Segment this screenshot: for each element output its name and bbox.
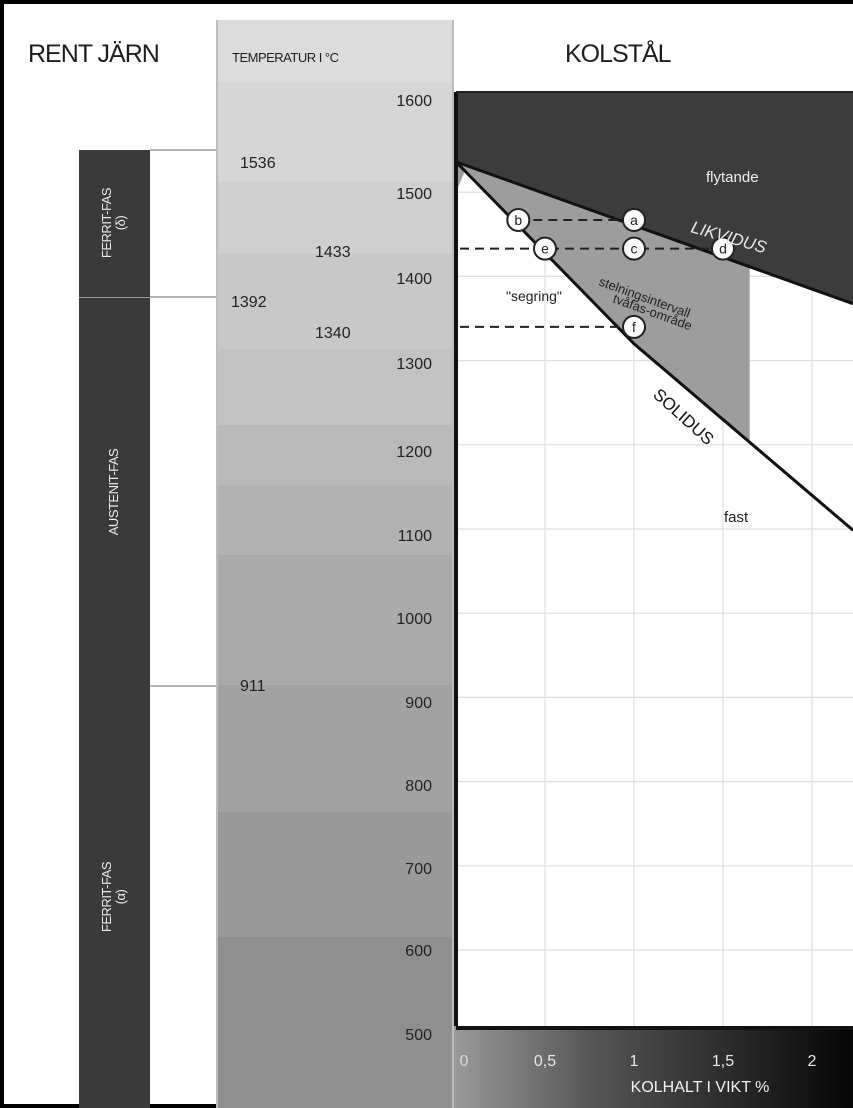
x-tick-2: 1 [630,1053,639,1070]
tick-1500: 1500 [396,186,432,203]
temperature-column: TEMPERATUR I °C [216,20,454,1108]
point-label-d: d [719,241,727,257]
ferrite-alpha-bar: FERRIT-FAS (α) [79,686,150,1108]
point-1536: 1536 [240,155,276,172]
x-axis-label: KOLHALT I VIKT % [631,1079,770,1096]
x-tick-0: 0 [460,1053,469,1070]
point-label-f: f [632,319,636,335]
point-d: d [711,236,735,261]
two-phase-region [456,161,750,443]
pure-iron-heading: RENT JÄRN [28,40,160,68]
chart-x-axis: 0 0,5 1 1,5 2 KOLHALT I VIKT % [454,91,853,1108]
point-label-a: a [630,212,638,228]
point-label-c: c [631,241,638,257]
point-marker-d [711,236,735,261]
temperature-gradient [218,20,452,1108]
tick-1600: 1600 [396,93,432,110]
label-segregation: "segring" [506,288,562,304]
chart-points: a b c d e f [506,207,735,339]
tick-1100: 1100 [397,528,432,545]
tick-1000: 1000 [396,611,432,628]
point-1433: 1433 [315,244,351,261]
austenite-bar: AUSTENIT-FAS [79,297,150,688]
point-f: f [622,314,646,339]
tick-1300: 1300 [396,356,432,373]
chart-regions [456,92,853,443]
tick-1200: 1200 [396,444,432,461]
x-tick-4: 2 [808,1053,817,1070]
x-tick-3: 1,5 [712,1053,734,1070]
tick-1400: 1400 [396,271,432,288]
point-911: 911 [240,678,266,695]
point-marker-e [533,236,557,261]
tick-800: 800 [405,778,432,795]
x-axis-bar [454,1026,853,1108]
carbon-steel-heading: KOLSTÅL [565,40,672,68]
point-e: e [533,236,557,261]
ferrite-delta-bar: FERRIT-FAS (δ) [79,150,150,297]
tick-700: 700 [405,861,432,878]
point-label-e: e [541,241,549,257]
point-1392: 1392 [231,294,267,311]
point-marker-f [622,314,646,339]
temperature-heading: TEMPERATUR I °C [232,50,339,65]
liquid-region [456,92,853,304]
point-a: a [622,207,646,232]
label-solid: fast [724,509,749,526]
tick-900: 900 [405,695,432,712]
liquidus-line [455,160,853,306]
point-c: c [622,236,646,261]
point-marker-a [622,207,646,232]
point-1340: 1340 [315,325,351,342]
point-label-b: b [514,212,522,228]
point-marker-b [506,207,531,232]
point-b: b [506,207,531,232]
tick-600: 600 [405,943,432,960]
x-tick-1: 0,5 [534,1053,556,1070]
tick-500: 500 [405,1027,432,1044]
label-liquid: flytande [706,169,759,186]
point-marker-c [622,236,646,261]
